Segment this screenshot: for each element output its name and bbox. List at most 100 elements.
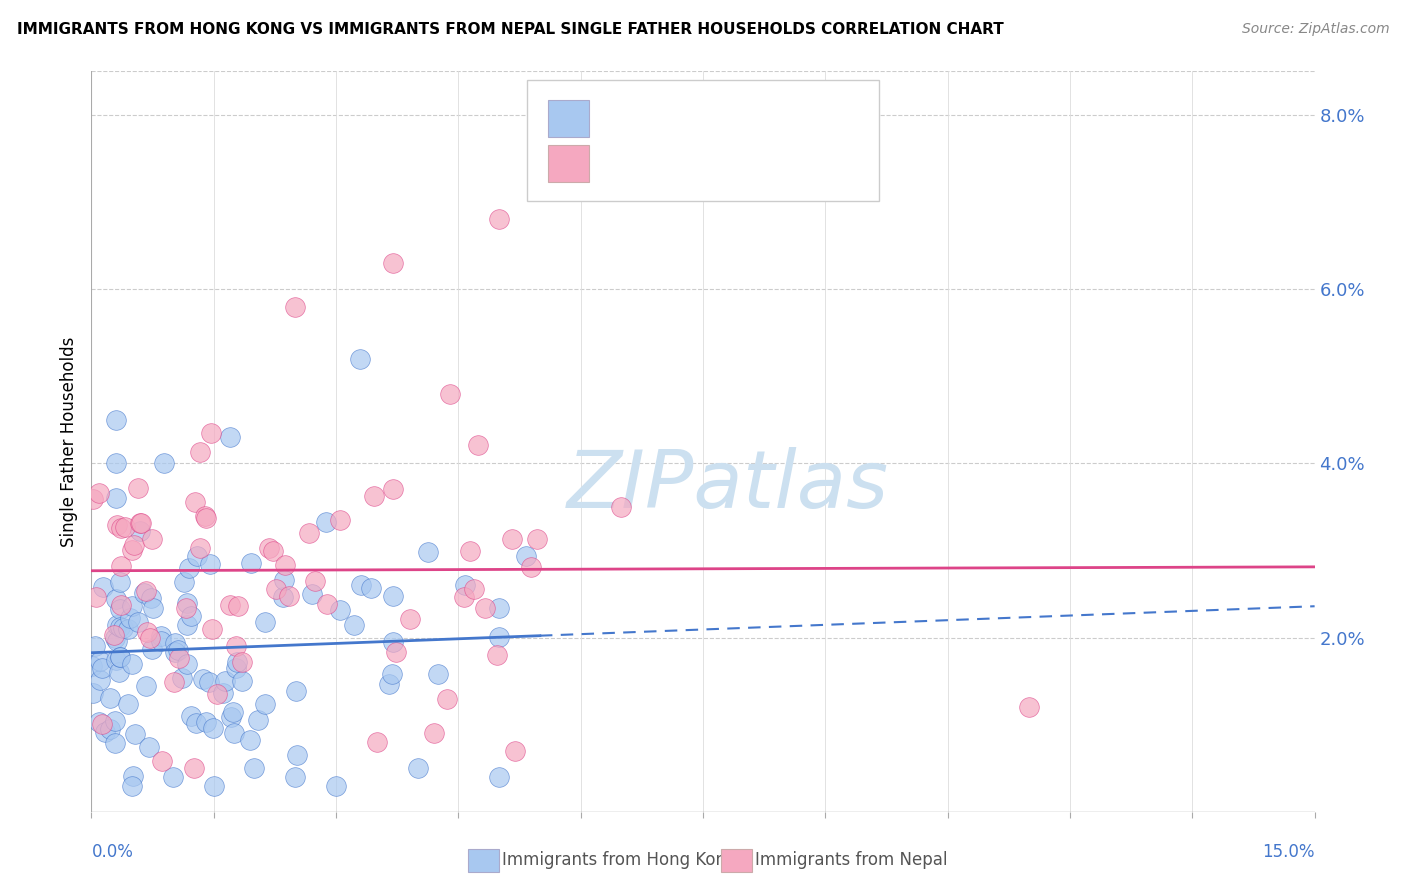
Point [120,611,142,625]
Point [104,653,127,667]
Point [218,598,240,612]
Point [202,779,225,793]
Text: Immigrants from Nepal: Immigrants from Nepal [755,851,948,869]
Text: IMMIGRANTS FROM HONG KONG VS IMMIGRANTS FROM NEPAL SINGLE FATHER HOUSEHOLDS CORR: IMMIGRANTS FROM HONG KONG VS IMMIGRANTS … [17,22,1004,37]
Point [104,631,127,645]
Point [222,725,245,739]
Point [150,754,173,768]
Point [132,586,155,600]
Point [89,715,111,730]
Point [127,615,149,629]
Point [349,351,371,366]
Point [225,655,247,669]
Point [104,736,127,750]
Point [458,544,481,558]
Point [243,761,266,775]
Point [398,612,420,626]
Point [121,542,143,557]
Point [225,639,247,653]
Point [488,630,510,644]
Point [195,714,218,729]
Point [104,491,127,505]
Point [93,725,115,739]
Point [453,590,475,604]
Point [150,634,173,648]
Point [201,622,224,636]
Point [138,739,160,754]
Point [257,541,280,555]
Point [501,532,523,546]
Point [488,212,510,227]
Point [91,717,114,731]
Point [221,709,243,723]
Point [188,541,211,555]
Point [128,516,150,531]
Point [418,544,440,558]
Point [406,761,429,775]
Point [184,715,207,730]
Point [214,674,236,689]
Point [184,495,207,509]
Point [186,549,208,563]
Point [89,485,111,500]
Point [84,590,107,604]
Point [350,578,373,592]
Point [225,661,247,675]
Point [427,667,450,681]
Point [117,623,139,637]
Point [183,761,205,775]
Point [127,481,149,495]
Point [520,560,543,574]
Point [219,430,242,444]
Point [278,590,301,604]
Point [108,575,131,590]
Point [423,726,446,740]
Point [163,675,186,690]
Point [488,601,510,615]
Point [239,556,262,570]
Point [271,591,294,605]
Point [108,649,131,664]
Point [110,620,132,634]
Point [190,444,212,458]
Text: 15.0%: 15.0% [1263,843,1315,861]
Point [285,747,308,762]
Point [89,673,111,687]
Point [103,628,125,642]
Point [163,636,186,650]
Point [121,657,143,671]
Point [162,770,184,784]
Point [264,582,287,596]
Text: Source: ZipAtlas.com: Source: ZipAtlas.com [1241,22,1389,37]
Point [201,721,224,735]
Point [488,770,510,784]
Point [246,713,269,727]
Point [222,706,245,720]
Point [382,256,405,270]
Point [474,600,496,615]
Point [316,597,339,611]
Point [274,558,297,572]
Point [108,665,131,679]
Point [436,692,458,706]
Point [141,533,163,547]
Point [165,645,187,659]
Point [205,687,228,701]
Point [254,698,277,712]
Point [114,520,136,534]
Point [193,508,215,523]
Point [122,538,145,552]
Point [284,770,307,784]
Point [105,634,128,648]
Point [180,709,202,723]
Point [82,659,104,673]
Point [173,574,195,589]
Point [153,456,176,470]
Text: Immigrants from Hong Kong: Immigrants from Hong Kong [502,851,737,869]
Point [304,574,326,588]
Point [381,635,404,649]
Point [231,655,253,669]
Point [180,609,202,624]
Text: R = 0.026   N = 65: R = 0.026 N = 65 [596,147,766,165]
Point [212,686,235,700]
